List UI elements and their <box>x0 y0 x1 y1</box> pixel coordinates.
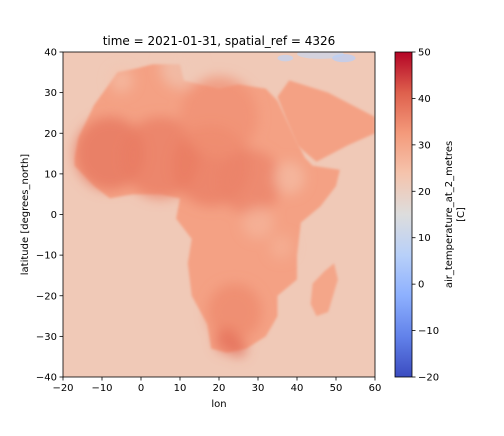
hot-spot <box>219 149 282 215</box>
colorbar-tick-label: 40 <box>418 94 431 105</box>
y-tick-label: −20 <box>36 291 57 302</box>
colorbar <box>394 51 413 378</box>
cool-spot <box>160 52 200 89</box>
hot-spot <box>207 283 262 341</box>
colorbar-tick-label: 20 <box>418 187 431 198</box>
x-tick-label: 60 <box>369 383 382 394</box>
colorbar-tick-label: 0 <box>418 280 424 291</box>
y-tick-label: 20 <box>44 129 57 140</box>
x-tick-label: 10 <box>174 383 187 394</box>
arabia-landmass <box>277 80 375 162</box>
colorbar-label-line2: [C] <box>456 207 467 222</box>
y-tick-label: −30 <box>36 332 57 343</box>
y-tick-label: −40 <box>36 373 57 384</box>
cool-spot <box>273 161 305 195</box>
cold-patch <box>277 54 294 62</box>
x-tick-label: 20 <box>213 383 226 394</box>
colorbar-axis: −20 −10 0 10 20 30 40 50 <box>412 48 439 384</box>
cold-patch <box>297 52 344 59</box>
colorbar-label-line1: air_temperature_at_2_metres <box>444 141 455 288</box>
cool-spot <box>269 234 294 260</box>
colorbar-tick-label: −10 <box>418 326 439 337</box>
x-tick-label: 0 <box>138 383 144 394</box>
colorbar-tick-label: −20 <box>418 373 439 384</box>
y-tick-label: −10 <box>36 251 57 262</box>
x-tick-label: 40 <box>291 383 304 394</box>
y-tick-label: 30 <box>44 88 57 99</box>
x-tick-label: 30 <box>252 383 265 394</box>
colorbar-tick-label: 10 <box>418 233 431 244</box>
hot-spot <box>180 76 258 158</box>
y-axis-label: latitude [degrees_north] <box>20 154 31 276</box>
y-tick-label: 0 <box>51 210 57 221</box>
y-tick-label: 10 <box>44 169 57 180</box>
cold-patch <box>332 54 356 63</box>
plot-area <box>63 52 375 377</box>
chart-title: time = 2021-01-31, spatial_ref = 4326 <box>103 34 336 48</box>
hot-spot <box>230 340 247 357</box>
x-tick-label: −10 <box>91 383 112 394</box>
cool-spot <box>242 206 274 239</box>
temperature-spots <box>74 52 305 357</box>
y-axis: −40 −30 −20 −10 0 10 20 30 40 <box>36 48 63 384</box>
x-tick-label: −20 <box>52 383 73 394</box>
cool-spot <box>109 68 134 93</box>
madagascar-landmass <box>310 263 338 317</box>
x-axis: −20 −10 0 10 20 30 40 50 60 <box>52 377 381 394</box>
x-tick-label: 50 <box>330 383 343 394</box>
colorbar-label: air_temperature_at_2_metres [C] <box>444 141 467 288</box>
colorbar-tick-label: 30 <box>418 140 431 151</box>
x-axis-label: lon <box>211 399 226 410</box>
y-tick-label: 40 <box>44 48 57 59</box>
colorbar-tick-label: 50 <box>418 48 431 59</box>
